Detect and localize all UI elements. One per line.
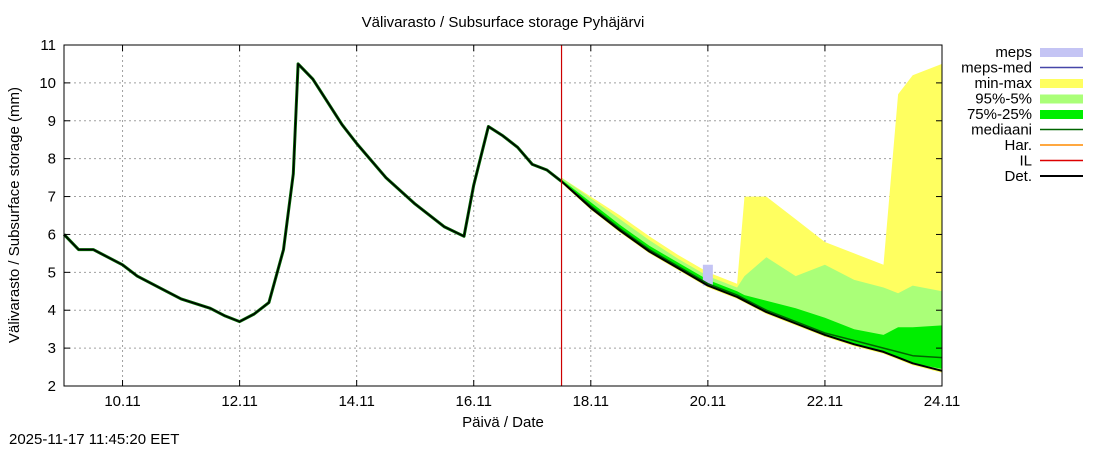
x-axis-label: Päivä / Date: [462, 414, 544, 431]
y-tick-label: 2: [48, 378, 56, 395]
x-tick-label: 16.11: [456, 393, 492, 410]
series-lines: [62, 45, 943, 386]
legend-label-median: mediaani: [971, 122, 1032, 139]
legend-label-p95-5: 95%-5%: [975, 91, 1032, 108]
forecast-bands: [561, 63, 942, 373]
observed-det-line: [63, 63, 562, 323]
y-tick-label: 8: [48, 151, 56, 168]
x-tick-label: 12.11: [221, 393, 257, 410]
y-tick-label: 9: [48, 113, 56, 130]
y-tick-label: 10: [39, 75, 56, 92]
y-tick-label: 6: [48, 226, 56, 243]
band-95-5: [561, 177, 942, 371]
y-tick-label: 7: [48, 189, 56, 206]
legend-swatch-p95-5: [1040, 94, 1083, 104]
band-meps: [702, 264, 713, 286]
legend-label-il: IL: [1019, 153, 1032, 170]
legend: mepsmeps-medmin-max95%-5%75%-25%mediaani…: [961, 44, 1083, 185]
x-tick-label: 14.11: [338, 393, 374, 410]
legend-swatch-min-max: [1040, 79, 1083, 88]
x-tick-label: 24.11: [924, 393, 960, 410]
x-tick-label: 20.11: [690, 393, 726, 410]
x-tick-label: 18.11: [573, 393, 609, 410]
band-75-25: [561, 179, 942, 369]
x-tick-label: 10.11: [104, 393, 140, 410]
legend-swatch-meps: [1040, 48, 1083, 57]
median-line: [561, 180, 943, 359]
axes: 2 3 4 5 6 7 8 9 10 11 10.11 12.11 14.11 16.11 18.11 20.…: [39, 37, 960, 410]
y-tick-label: 3: [48, 340, 56, 357]
legend-label-har: Har.: [1004, 137, 1032, 154]
plot-frame: [63, 44, 943, 387]
y-axis-label: Välivarasto / Subsurface storage (mm): [6, 87, 23, 343]
legend-label-meps: meps: [995, 44, 1032, 61]
legend-label-min-max: min-max: [974, 75, 1032, 92]
chart-title: Välivarasto / Subsurface storage Pyhäjär…: [362, 14, 645, 31]
x-tick-label: 22.11: [807, 393, 843, 410]
timestamp: 2025-11-17 11:45:20 EET: [9, 431, 180, 448]
legend-label-meps-med: meps-med: [961, 60, 1032, 77]
y-tick-label: 5: [48, 264, 56, 281]
grid: [64, 45, 942, 386]
legend-label-det: Det.: [1004, 168, 1032, 185]
legend-swatch-p75-25: [1040, 110, 1083, 119]
observed-median-line: [62, 62, 563, 324]
y-tick-label: 11: [40, 37, 56, 54]
y-tick-label: 4: [48, 302, 56, 319]
det-line: [560, 180, 943, 372]
legend-label-p75-25: 75%-25%: [967, 106, 1032, 123]
